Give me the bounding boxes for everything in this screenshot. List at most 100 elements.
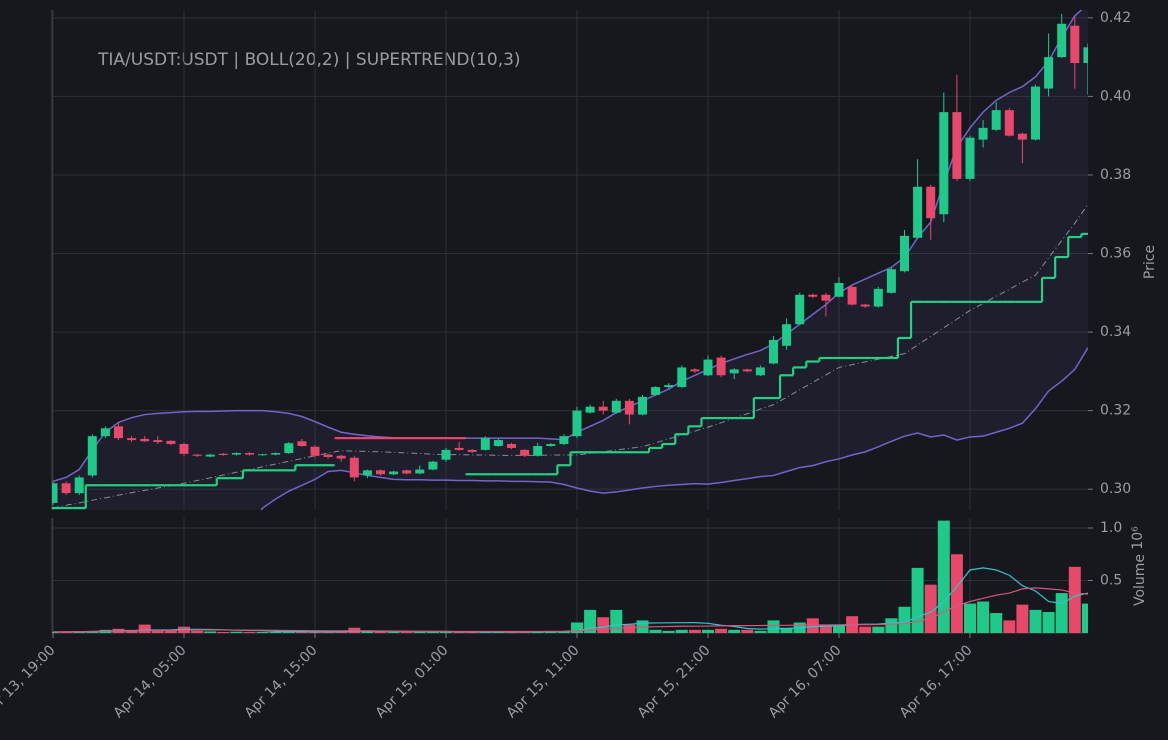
candle-body xyxy=(441,449,451,460)
candle-body xyxy=(651,387,661,395)
volume-bar xyxy=(715,628,728,633)
volume-bar xyxy=(885,618,898,633)
candle-body xyxy=(297,441,307,446)
candle-body xyxy=(769,339,778,364)
candle-body xyxy=(336,455,346,459)
volume-bar xyxy=(453,631,466,633)
volume-bar xyxy=(597,617,610,633)
volume-bar xyxy=(322,631,335,633)
volume-bar xyxy=(767,620,780,633)
candle-body xyxy=(873,288,883,307)
candle-body xyxy=(847,286,857,305)
volume-bar xyxy=(754,630,767,633)
candle-body xyxy=(310,446,320,456)
candle-body xyxy=(258,454,268,456)
candle-body xyxy=(1070,25,1080,64)
candle-body xyxy=(1004,110,1014,136)
candle-body xyxy=(860,304,870,307)
candle-body xyxy=(218,453,228,456)
volume-bar xyxy=(950,554,963,633)
volume-bar xyxy=(675,629,688,633)
y-tick-label: 0.38 xyxy=(1100,167,1131,183)
candle-body xyxy=(205,454,215,457)
candle-body xyxy=(664,385,674,388)
candle-body xyxy=(153,440,163,443)
candle-body xyxy=(52,483,58,503)
y-tick-label: 0.36 xyxy=(1100,246,1131,262)
candle-body xyxy=(74,477,84,494)
volume-bar xyxy=(688,629,701,633)
volume-bar xyxy=(872,626,885,633)
candle-body xyxy=(349,457,359,478)
candle-body xyxy=(231,453,241,455)
volume-bar xyxy=(924,584,937,633)
candle-body xyxy=(926,186,936,219)
candle-body xyxy=(1057,23,1067,58)
candle-body xyxy=(716,357,726,376)
volume-bar xyxy=(1055,593,1068,633)
candle-body xyxy=(585,406,595,413)
candle-body xyxy=(140,438,150,442)
volume-bar xyxy=(138,624,151,633)
volume-bar xyxy=(400,631,413,633)
candle-body xyxy=(362,470,372,476)
volume-bar xyxy=(911,567,924,633)
volume-bar xyxy=(741,629,754,633)
volume-bar xyxy=(990,613,1003,633)
volume-bar xyxy=(584,609,597,633)
volume-bar xyxy=(361,630,374,633)
volume-bar xyxy=(964,603,976,633)
candle-body xyxy=(520,449,530,456)
volume-bar xyxy=(728,629,741,633)
candle-body xyxy=(245,453,254,455)
candle-body xyxy=(952,112,962,179)
axis-offset-label: 10⁶ xyxy=(1130,526,1146,550)
candle-body xyxy=(100,428,110,437)
y-axis-label: Price xyxy=(1142,245,1158,279)
candle-body xyxy=(703,359,713,376)
candle-body xyxy=(939,112,949,215)
volume-bar xyxy=(1081,603,1088,633)
y-tick-label: 0.32 xyxy=(1100,403,1131,419)
y-tick-label: 0.40 xyxy=(1100,88,1131,104)
candle-body xyxy=(493,440,503,446)
candle-body xyxy=(467,449,477,452)
y-tick-label: 0.42 xyxy=(1100,10,1131,26)
volume-bar xyxy=(859,626,872,633)
candle-body xyxy=(978,127,988,140)
volume-bar xyxy=(833,624,845,633)
volume-bar xyxy=(505,631,518,633)
candle-body xyxy=(965,137,975,179)
y-tick-label: 0.5 xyxy=(1100,572,1122,588)
candle-body xyxy=(402,470,412,474)
volume-bar xyxy=(164,630,177,633)
candle-body xyxy=(546,444,556,446)
volume-bar xyxy=(1003,620,1016,633)
volume-bar xyxy=(413,631,426,633)
volume-bar xyxy=(806,618,819,633)
candle-body xyxy=(729,369,739,374)
volume-bar xyxy=(230,631,243,633)
candle-body xyxy=(742,369,752,372)
candle-body xyxy=(886,269,896,293)
band-fill xyxy=(53,10,1088,510)
candle-body xyxy=(284,443,294,454)
candle-body xyxy=(677,367,687,388)
bollinger-lower xyxy=(260,347,1088,510)
volume-bar xyxy=(977,601,990,633)
volume-bar xyxy=(1042,611,1055,633)
volume-bar xyxy=(440,631,452,633)
candle-body xyxy=(192,454,202,456)
candle-body xyxy=(1031,86,1040,140)
volume-bar xyxy=(702,629,714,633)
volume-bar xyxy=(426,631,439,633)
candle-body xyxy=(821,294,831,301)
y-tick-label: 0.34 xyxy=(1100,324,1131,340)
candle-body xyxy=(127,438,137,441)
candle-body xyxy=(166,440,176,445)
candle-body xyxy=(1017,133,1027,140)
candle-body xyxy=(87,436,97,476)
volume-bar xyxy=(937,520,950,633)
candle-body xyxy=(1083,47,1088,64)
